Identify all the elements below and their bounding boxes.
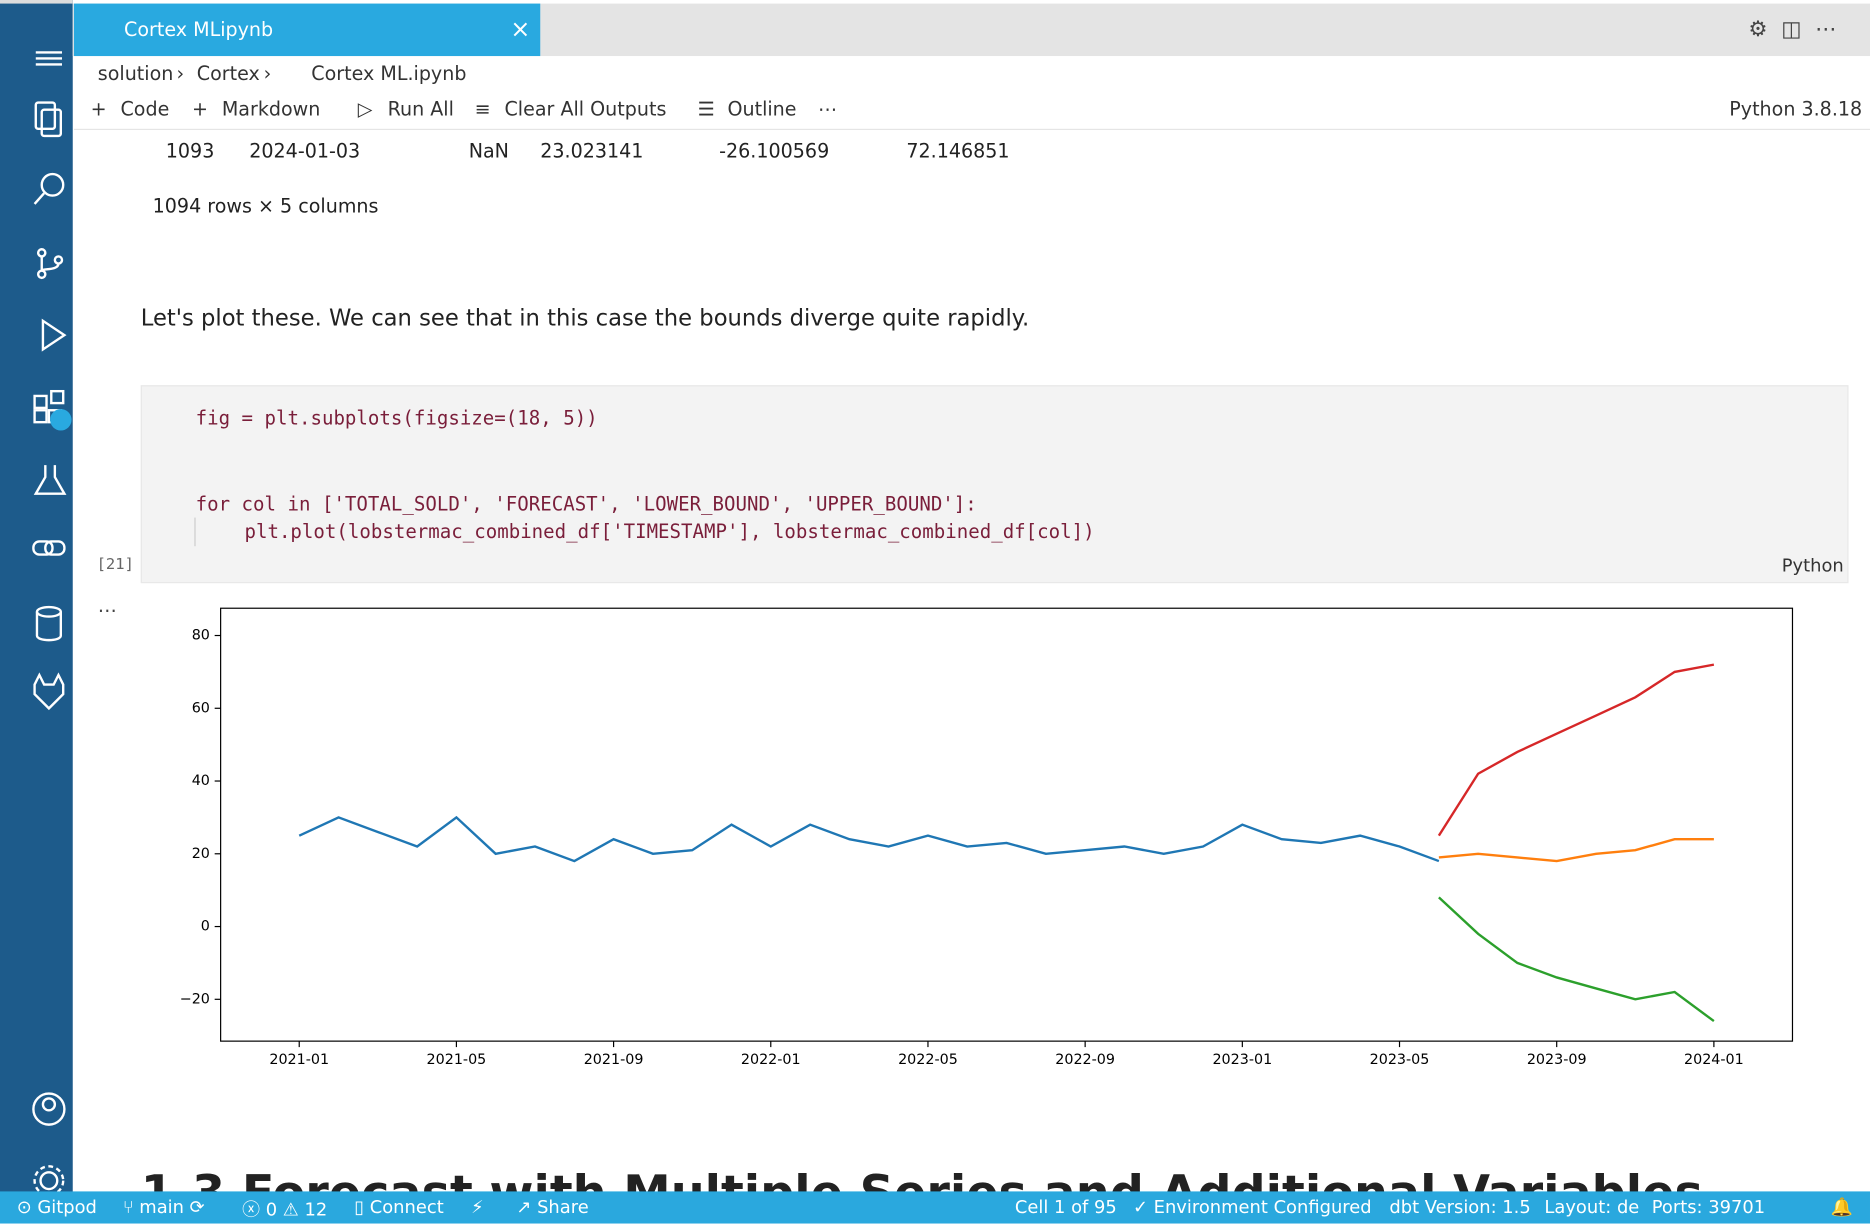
x-tick-label: 2022-01 — [741, 1052, 801, 1068]
x-tick-label: 2023-09 — [1527, 1052, 1587, 1068]
status-item[interactable]: ✓ Environment Configured — [1133, 1196, 1372, 1217]
status-text: Connect — [370, 1196, 444, 1217]
status-text: Gitpod — [37, 1196, 97, 1217]
status-text: main — [139, 1196, 184, 1217]
status-item[interactable]: Cell 1 of 95 — [1015, 1196, 1117, 1217]
x-tick-label: 2023-01 — [1212, 1052, 1272, 1068]
x-tick-label: 2022-09 — [1055, 1052, 1115, 1068]
x-tick-label: 2021-09 — [584, 1052, 644, 1068]
status-item[interactable]: Ports: 39701 — [1652, 1196, 1765, 1217]
status-item[interactable]: Layout: de — [1544, 1196, 1639, 1217]
status-text: 12 — [304, 1199, 327, 1220]
series-line — [1439, 665, 1714, 836]
x-tick-label: 2021-05 — [427, 1052, 487, 1068]
status-item[interactable]: ⓧ 0 ⚠ 12 — [242, 1196, 327, 1221]
x-tick-label: 2022-05 — [898, 1052, 958, 1068]
y-tick-label: 20 — [192, 846, 210, 862]
y-tick-label: 80 — [192, 628, 210, 644]
status-item[interactable]: ⊙ Gitpod — [17, 1196, 97, 1217]
status-item[interactable]: 🔔 — [1831, 1196, 1853, 1217]
chart: −20 0 20 40 60 80 2021-01 2021-05 2021-09 2022-01… — [0, 0, 1870, 1193]
y-tick-label: 40 — [192, 773, 210, 789]
status-text: Environment Configured — [1154, 1196, 1372, 1217]
series-line — [299, 817, 1439, 861]
status-item[interactable]: ↗ Share — [516, 1196, 588, 1217]
status-item[interactable]: ⚡ — [471, 1196, 484, 1217]
status-item[interactable]: ▯ Connect — [354, 1196, 444, 1217]
series-line — [1439, 839, 1714, 861]
y-tick-label: 0 — [201, 919, 210, 935]
y-tick-label: −20 — [180, 991, 210, 1007]
status-bar: ⊙ Gitpod ⑂ main ⟳ ⓧ 0 ⚠ 12 ▯ Connect ⚡ ↗… — [0, 1191, 1870, 1223]
status-item[interactable]: dbt Version: 1.5 — [1389, 1196, 1530, 1217]
status-text: Share — [537, 1196, 589, 1217]
x-tick-label: 2024-01 — [1684, 1052, 1744, 1068]
status-item[interactable]: ⑂ main ⟳ — [123, 1196, 205, 1217]
y-tick-label: 60 — [192, 700, 210, 716]
status-text: 0 — [266, 1199, 277, 1220]
x-tick-label: 2023-05 — [1370, 1052, 1430, 1068]
series-line — [1439, 897, 1714, 1021]
x-tick-label: 2021-01 — [269, 1052, 329, 1068]
